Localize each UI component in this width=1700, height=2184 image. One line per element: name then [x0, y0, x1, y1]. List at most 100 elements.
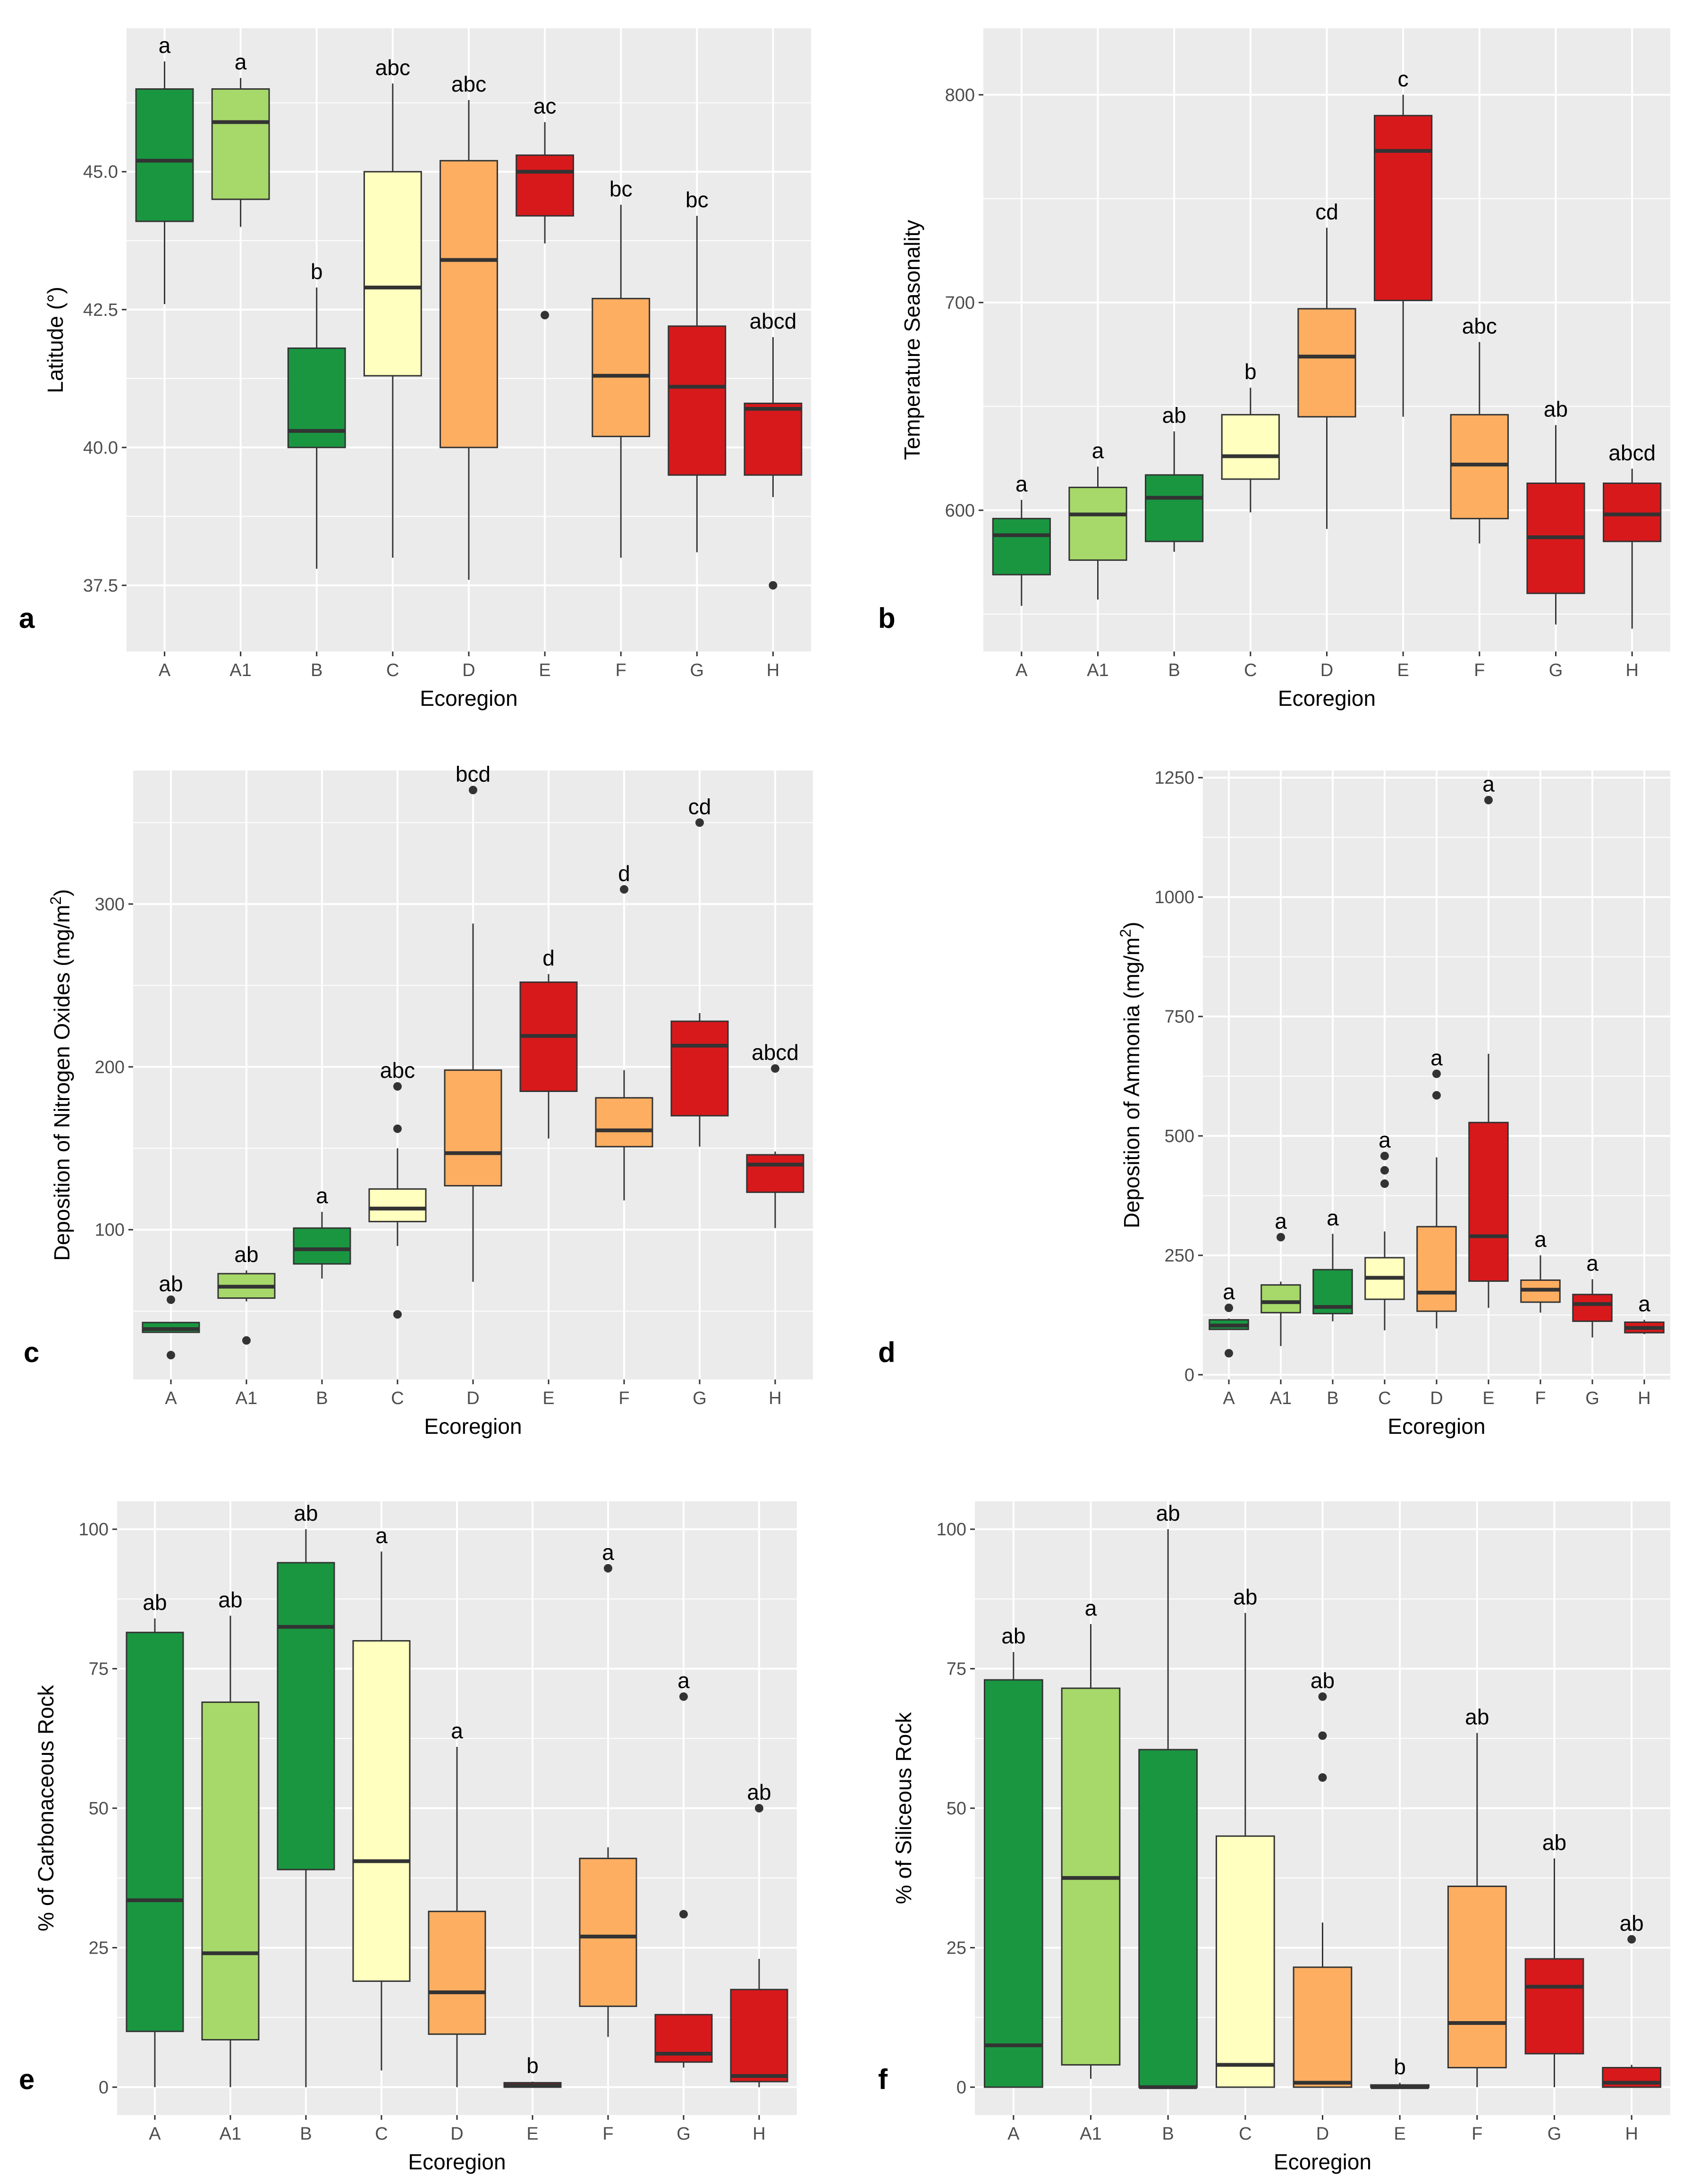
x-tick-label: B — [1327, 1388, 1338, 1408]
box-A1[interactable]: a — [211, 50, 270, 227]
box-H[interactable]: abcd — [1603, 440, 1662, 629]
box-D[interactable]: ab — [1293, 1668, 1353, 2088]
box-D[interactable]: a — [1416, 1045, 1457, 1329]
box-B[interactable]: ab — [1145, 403, 1204, 552]
box-A1[interactable]: ab — [217, 1242, 276, 1345]
box-H[interactable]: ab — [730, 1780, 788, 2087]
box-iqr — [440, 160, 498, 449]
x-tick-label: H — [1638, 1388, 1650, 1408]
box-F[interactable]: ab — [1447, 1704, 1507, 2087]
significance-letter: a — [235, 50, 247, 74]
x-tick-label: D — [1316, 2124, 1329, 2144]
outlier-point — [769, 581, 778, 590]
box-A1[interactable]: a — [1061, 1596, 1121, 2079]
x-axis-title: Ecoregion — [1387, 1414, 1485, 1439]
x-tick-label: E — [539, 660, 550, 680]
x-tick-label: A1 — [1270, 1388, 1292, 1408]
box-G[interactable]: cd — [670, 794, 729, 1147]
box-F[interactable]: abc — [1450, 313, 1509, 544]
box-iqr — [1221, 414, 1280, 480]
box-H[interactable]: a — [1624, 1292, 1665, 1334]
box-H[interactable]: abcd — [744, 309, 803, 590]
significance-letter: ab — [1465, 1704, 1489, 1729]
significance-letter: a — [602, 1540, 614, 1565]
box-F[interactable]: a — [579, 1540, 637, 2037]
box-A[interactable]: a — [992, 472, 1051, 606]
x-tick-label: E — [526, 2124, 538, 2144]
box-E[interactable]: d — [519, 946, 578, 1139]
outlier-point — [679, 1692, 688, 1701]
box-C[interactable]: abc — [368, 1058, 427, 1319]
box-A[interactable]: ab — [983, 1624, 1043, 2088]
outlier-point — [1484, 796, 1493, 804]
x-tick-label: F — [618, 1388, 629, 1408]
box-G[interactable]: ab — [1526, 397, 1585, 625]
y-tick-label: 0 — [99, 2078, 109, 2098]
box-A[interactable]: a — [135, 33, 194, 305]
x-tick-label: G — [677, 2124, 691, 2144]
box-C[interactable]: abc — [363, 55, 422, 558]
box-D[interactable]: cd — [1297, 199, 1356, 529]
significance-letter: ab — [294, 1501, 318, 1525]
significance-letter: ab — [1542, 1830, 1566, 1854]
box-A1[interactable]: ab — [201, 1587, 260, 2087]
box-E[interactable]: ac — [516, 94, 575, 320]
y-axis-title-main: Deposition of Nitrogen Oxides (mg/m — [50, 905, 74, 1261]
significance-letter: ab — [1162, 403, 1186, 428]
significance-letter: a — [1223, 1279, 1235, 1304]
box-H[interactable]: ab — [1602, 1911, 1662, 2088]
significance-letter: a — [375, 1523, 388, 1548]
significance-letter: ab — [1233, 1584, 1257, 1609]
box-F[interactable]: a — [1520, 1227, 1561, 1313]
box-E[interactable]: a — [1468, 772, 1509, 1308]
significance-letter: abcd — [1608, 440, 1656, 465]
box-D[interactable]: abc — [440, 72, 498, 580]
x-tick-label: A1 — [229, 660, 251, 680]
panel-label: f — [878, 2064, 888, 2095]
box-B[interactable]: ab — [1138, 1501, 1198, 2089]
significance-letter: a — [1275, 1209, 1287, 1233]
box-G[interactable]: a — [1572, 1251, 1613, 1337]
x-tick-label: D — [1430, 1388, 1443, 1408]
box-D[interactable]: a — [428, 1718, 486, 2087]
box-A[interactable]: ab — [126, 1590, 184, 2087]
box-iqr — [992, 517, 1051, 576]
box-C[interactable]: b — [1221, 359, 1280, 513]
box-iqr — [668, 325, 727, 476]
box-H[interactable]: abcd — [746, 1040, 804, 1228]
box-A[interactable]: a — [1209, 1279, 1249, 1358]
box-B[interactable]: ab — [277, 1501, 335, 2087]
box-A1[interactable]: a — [1260, 1209, 1301, 1346]
box-C[interactable]: a — [352, 1523, 411, 2071]
box-B[interactable]: a — [293, 1184, 351, 1279]
x-tick-label: C — [375, 2124, 388, 2144]
box-A1[interactable]: a — [1068, 438, 1127, 600]
box-F[interactable]: bc — [592, 177, 651, 558]
significance-letter: d — [618, 861, 630, 886]
box-iqr — [201, 1701, 260, 2040]
box-D[interactable]: bcd — [444, 762, 502, 1282]
x-tick-label: H — [767, 660, 779, 680]
y-axis-title-end: ) — [50, 889, 74, 896]
box-C[interactable]: ab — [1215, 1584, 1275, 2088]
y-tick-label: 250 — [1165, 1246, 1194, 1266]
significance-letter: d — [542, 946, 555, 970]
box-G[interactable]: ab — [1524, 1830, 1584, 2087]
box-E[interactable]: c — [1374, 67, 1433, 417]
outlier-point — [620, 885, 628, 894]
box-B[interactable]: a — [1312, 1205, 1353, 1321]
box-C[interactable]: a — [1364, 1127, 1405, 1330]
outlier-point — [541, 311, 550, 320]
significance-letter: cd — [688, 794, 711, 819]
box-G[interactable]: bc — [668, 187, 727, 552]
y-tick-label: 300 — [95, 895, 125, 914]
significance-letter: abcd — [752, 1040, 799, 1065]
box-F[interactable]: d — [595, 861, 653, 1201]
box-B[interactable]: b — [287, 259, 346, 569]
box-E[interactable]: b — [1370, 2054, 1430, 2089]
x-tick-label: E — [1482, 1388, 1494, 1408]
box-E[interactable]: b — [503, 2053, 562, 2088]
box-A[interactable]: ab — [142, 1271, 200, 1360]
significance-letter: ab — [1544, 397, 1568, 421]
box-G[interactable]: a — [654, 1668, 713, 2068]
